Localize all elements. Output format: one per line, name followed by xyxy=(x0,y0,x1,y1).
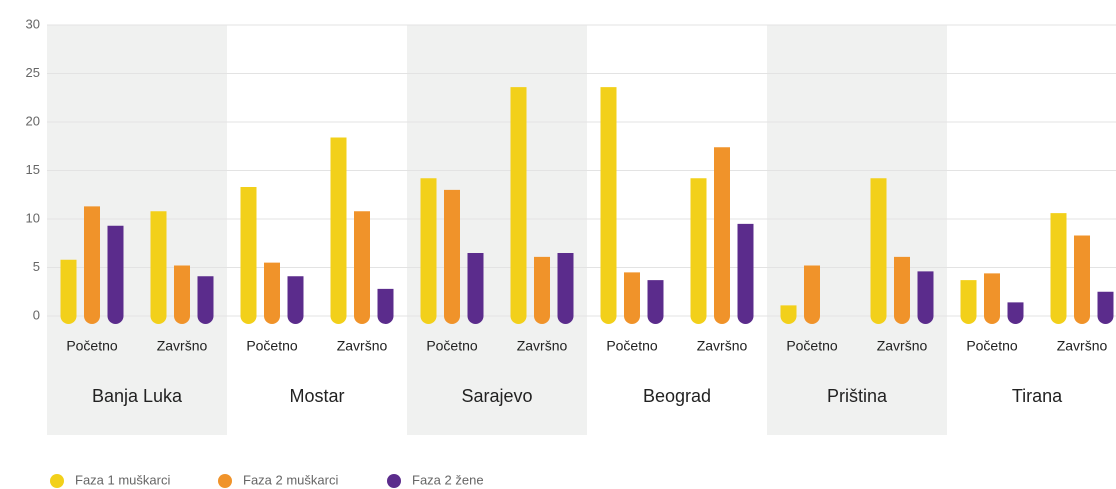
legend-marker xyxy=(218,474,232,488)
bar xyxy=(444,189,460,324)
band xyxy=(47,25,227,435)
bar xyxy=(264,262,280,324)
legend-label: Faza 1 muškarci xyxy=(75,472,170,487)
subcategory-label: Početno xyxy=(966,338,1018,354)
bar xyxy=(960,280,977,324)
bar xyxy=(174,265,190,324)
subcategory-label: Završno xyxy=(877,338,928,354)
legend-label: Faza 2 žene xyxy=(412,472,484,487)
bar xyxy=(150,211,167,324)
y-tick-label: 30 xyxy=(26,16,40,31)
bar xyxy=(197,276,214,324)
category-label: Banja Luka xyxy=(92,386,183,406)
subcategory-label: Početno xyxy=(786,338,838,354)
bar xyxy=(917,271,934,324)
category-label: Beograd xyxy=(643,386,711,406)
bar xyxy=(870,178,887,324)
subcategory-label: Početno xyxy=(66,338,118,354)
legend-label: Faza 2 muškarci xyxy=(243,472,338,487)
bar xyxy=(624,272,640,324)
bar xyxy=(1007,302,1024,324)
subcategory-label: Početno xyxy=(246,338,298,354)
bar xyxy=(107,225,124,324)
legend-marker xyxy=(50,474,64,488)
bar xyxy=(737,223,754,324)
category-label: Sarajevo xyxy=(461,386,532,406)
bar xyxy=(467,252,484,324)
bar xyxy=(240,186,257,324)
subcategory-label: Završno xyxy=(517,338,568,354)
y-tick-label: 25 xyxy=(26,65,40,80)
subcategory-label: Završno xyxy=(1057,338,1108,354)
subcategory-label: Završno xyxy=(157,338,208,354)
bar xyxy=(780,305,797,324)
bar xyxy=(1050,213,1067,324)
legend-marker xyxy=(387,474,401,488)
y-tick-label: 10 xyxy=(26,210,40,225)
bar xyxy=(894,256,910,324)
bar xyxy=(84,206,100,324)
category-label: Tirana xyxy=(1012,386,1063,406)
category-label: Priština xyxy=(827,386,888,406)
bar xyxy=(984,273,1000,324)
bar xyxy=(60,259,77,324)
bar xyxy=(1074,235,1090,324)
bar xyxy=(377,288,394,324)
bar xyxy=(420,178,437,324)
bar xyxy=(354,211,370,324)
y-tick-label: 20 xyxy=(26,113,40,128)
bar xyxy=(510,87,527,324)
subcategory-label: Završno xyxy=(697,338,748,354)
subcategory-label: Završno xyxy=(337,338,388,354)
subcategory-label: Početno xyxy=(606,338,658,354)
bar xyxy=(690,178,707,324)
bar xyxy=(1097,291,1114,324)
bar xyxy=(804,265,820,324)
bar xyxy=(330,137,347,324)
band xyxy=(407,25,587,435)
bar xyxy=(647,280,664,324)
bar xyxy=(600,87,617,324)
bar xyxy=(714,147,730,324)
subcategory-label: Početno xyxy=(426,338,478,354)
band xyxy=(767,25,947,435)
bar xyxy=(557,252,574,324)
y-tick-label: 15 xyxy=(26,162,40,177)
category-label: Mostar xyxy=(289,386,344,406)
y-tick-label: 0 xyxy=(33,307,40,322)
bar xyxy=(287,276,304,324)
y-tick-label: 5 xyxy=(33,259,40,274)
bar xyxy=(534,256,550,324)
